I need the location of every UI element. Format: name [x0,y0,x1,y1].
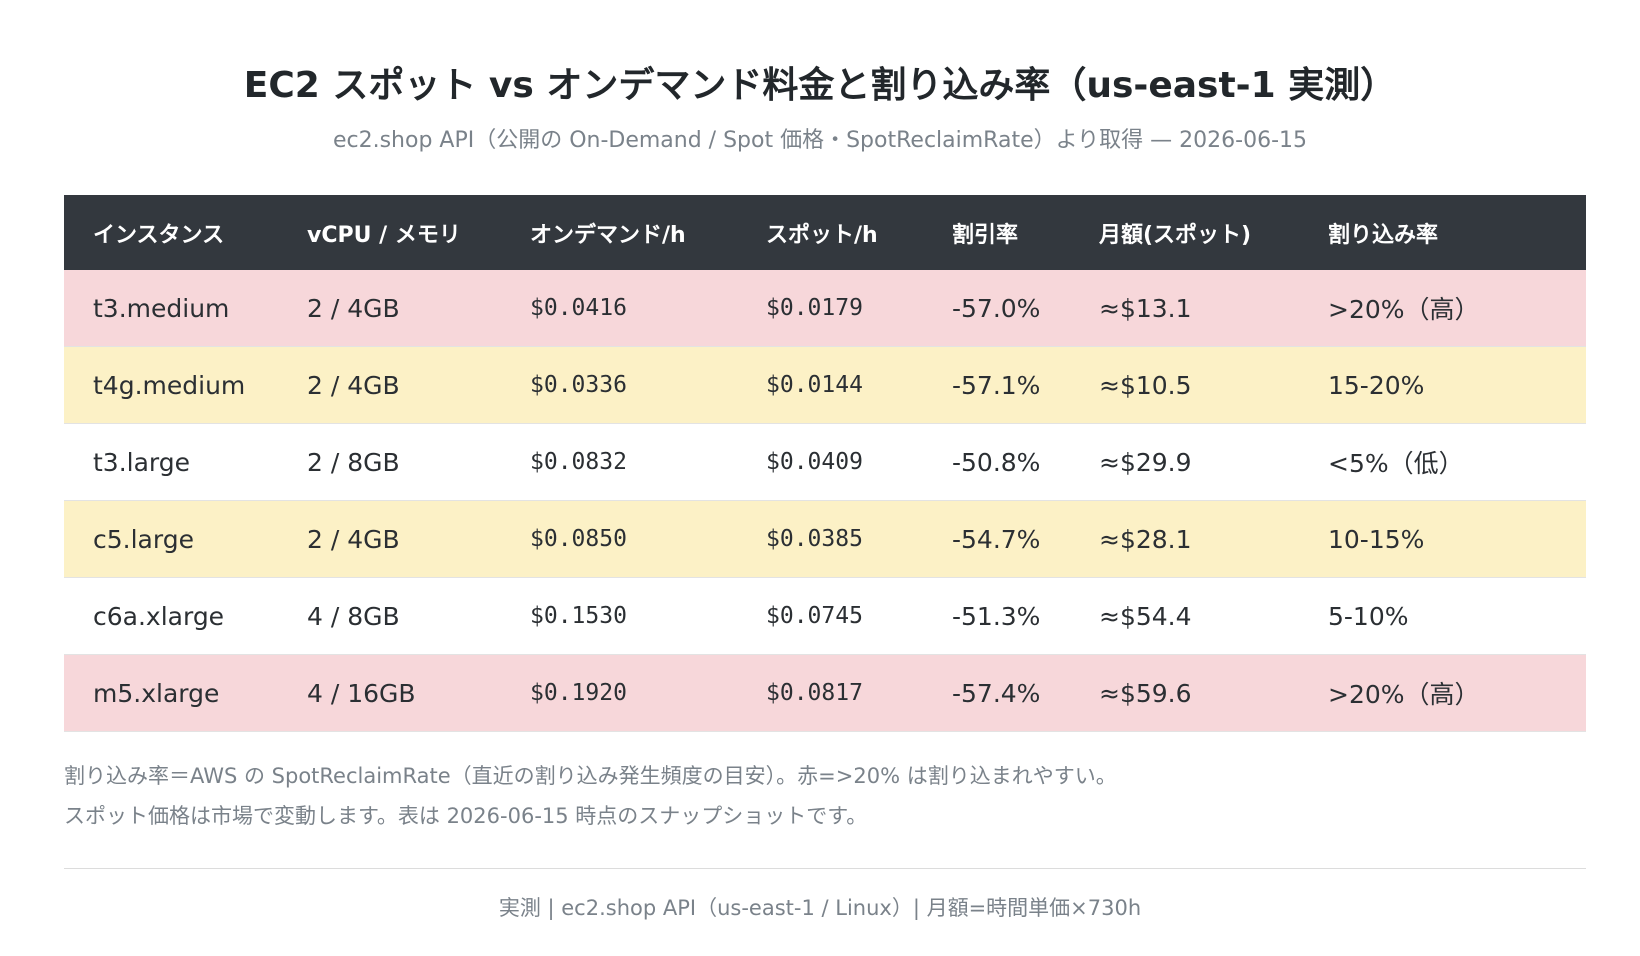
cell-spot: $0.0179 [737,270,923,347]
cell-vcpu-memory: 2 / 8GB [278,423,501,501]
table-row: c5.large 2 / 4GB $0.0850 $0.0385 -54.7% … [64,500,1586,578]
cell-discount: -57.1% [923,346,1070,424]
col-header-vcpu-memory: vCPU / メモリ [278,195,501,270]
cell-vcpu-memory: 4 / 16GB [278,654,501,732]
col-header-discount: 割引率 [923,195,1070,270]
notes: 割り込み率＝AWS の SpotReclaimRate（直近の割り込み発生頻度の… [64,756,1117,836]
cell-spot: $0.0745 [737,577,923,655]
col-header-ondemand: オンデマンド/h [501,195,737,270]
cell-spot: $0.0817 [737,654,923,732]
cell-ondemand: $0.1920 [501,654,737,732]
page-title: EC2 スポット vs オンデマンド料金と割り込み率（us-east-1 実測） [243,65,1397,106]
cell-reclaim-rate: 10-15% [1299,500,1586,578]
footer-divider [64,868,1586,869]
cell-monthly: ≈$13.1 [1070,270,1299,347]
pricing-table: インスタンス vCPU / メモリ オンデマンド/h スポット/h 割引率 月額… [64,195,1586,732]
cell-discount: -54.7% [923,500,1070,578]
cell-reclaim-rate: >20%（高） [1299,654,1586,732]
cell-instance: t3.medium [64,270,278,347]
cell-monthly: ≈$28.1 [1070,500,1299,578]
table-row: t3.medium 2 / 4GB $0.0416 $0.0179 -57.0%… [64,270,1586,347]
cell-spot: $0.0409 [737,423,923,501]
cell-monthly: ≈$59.6 [1070,654,1299,732]
cell-instance: c6a.xlarge [64,577,278,655]
cell-reclaim-rate: 5-10% [1299,577,1586,655]
cell-reclaim-rate: <5%（低） [1299,423,1586,501]
col-header-instance: インスタンス [64,195,278,270]
cell-instance: c5.large [64,500,278,578]
cell-ondemand: $0.0832 [501,423,737,501]
cell-instance: t3.large [64,423,278,501]
cell-instance: t4g.medium [64,346,278,424]
cell-vcpu-memory: 2 / 4GB [278,270,501,347]
cell-vcpu-memory: 4 / 8GB [278,577,501,655]
cell-reclaim-rate: 15-20% [1299,346,1586,424]
cell-spot: $0.0385 [737,500,923,578]
table-header-row: インスタンス vCPU / メモリ オンデマンド/h スポット/h 割引率 月額… [64,195,1586,270]
cell-ondemand: $0.0416 [501,270,737,347]
footer: 実測 | ec2.shop API（us-east-1 / Linux）| 月額… [498,896,1142,920]
table-row: c6a.xlarge 4 / 8GB $0.1530 $0.0745 -51.3… [64,577,1586,655]
cell-ondemand: $0.0850 [501,500,737,578]
cell-monthly: ≈$10.5 [1070,346,1299,424]
table-row: t3.large 2 / 8GB $0.0832 $0.0409 -50.8% … [64,423,1586,501]
table-row: t4g.medium 2 / 4GB $0.0336 $0.0144 -57.1… [64,346,1586,424]
page-subtitle: ec2.shop API（公開の On-Demand / Spot 価格・Spo… [332,128,1308,153]
cell-ondemand: $0.0336 [501,346,737,424]
col-header-spot: スポット/h [737,195,923,270]
cell-discount: -57.0% [923,270,1070,347]
col-header-reclaim-rate: 割り込み率 [1299,195,1586,270]
cell-discount: -57.4% [923,654,1070,732]
cell-ondemand: $0.1530 [501,577,737,655]
table-row: m5.xlarge 4 / 16GB $0.1920 $0.0817 -57.4… [64,654,1586,732]
cell-discount: -50.8% [923,423,1070,501]
cell-reclaim-rate: >20%（高） [1299,270,1586,347]
note-line: 割り込み率＝AWS の SpotReclaimRate（直近の割り込み発生頻度の… [64,764,1117,788]
cell-monthly: ≈$54.4 [1070,577,1299,655]
cell-spot: $0.0144 [737,346,923,424]
note-line: スポット価格は市場で変動します。表は 2026-06-15 時点のスナップショッ… [64,804,868,828]
cell-instance: m5.xlarge [64,654,278,732]
cell-vcpu-memory: 2 / 4GB [278,500,501,578]
cell-vcpu-memory: 2 / 4GB [278,346,501,424]
col-header-monthly: 月額(スポット) [1070,195,1299,270]
cell-discount: -51.3% [923,577,1070,655]
cell-monthly: ≈$29.9 [1070,423,1299,501]
